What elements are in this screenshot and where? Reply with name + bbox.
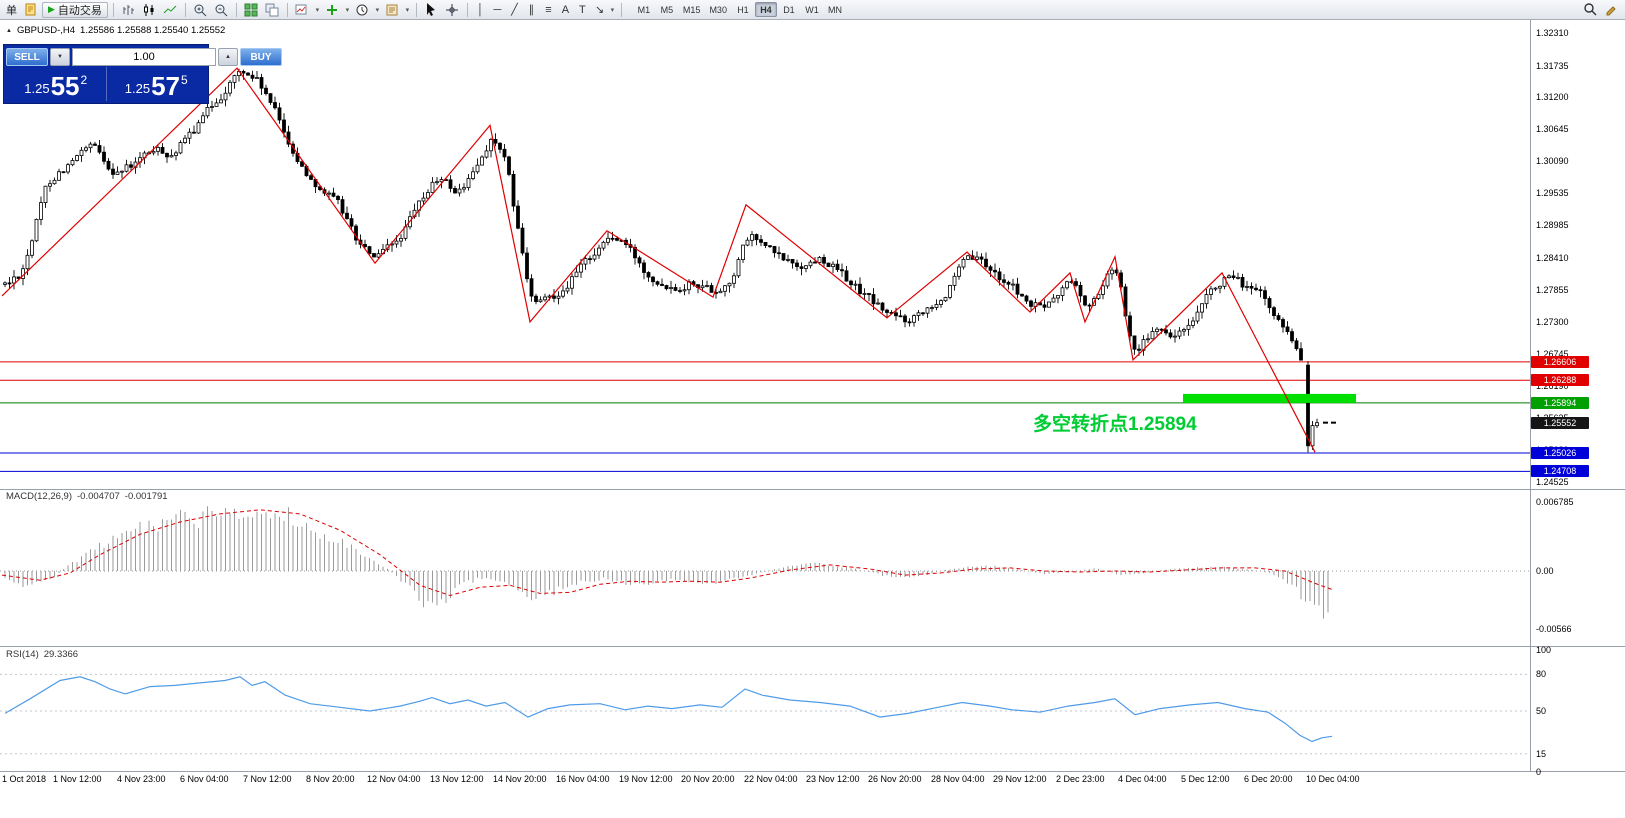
buy-price[interactable]: 1.25 57 5 — [105, 67, 207, 101]
lot-increase-button[interactable]: ▲ — [218, 48, 238, 66]
sell-price-sup: 2 — [80, 73, 88, 87]
horizontal-line-tool-icon[interactable]: ─ — [493, 3, 502, 16]
line-chart-icon[interactable] — [161, 1, 180, 18]
cursor-icon[interactable] — [422, 1, 441, 18]
pencil-icon[interactable] — [1602, 1, 1621, 18]
cascade-windows-icon[interactable] — [263, 1, 282, 18]
candlestick-chart-icon[interactable] — [140, 1, 159, 18]
play-icon: ▶ — [48, 4, 55, 14]
toolbar-separator — [112, 2, 114, 17]
chevron-down-icon[interactable]: ▾ — [315, 6, 320, 14]
timeframe-toolbar: M1 M5 M15 M30 H1 H4 D1 W1 MN — [633, 2, 846, 17]
rsi-value: 29.3366 — [43, 649, 79, 660]
toolbar-separator — [415, 2, 417, 17]
turning-point-annotation: 多空转折点1.25894 — [1033, 414, 1197, 435]
text-tool-icon[interactable]: A — [561, 3, 570, 16]
buy-button[interactable]: BUY — [240, 48, 282, 66]
arrows-tool-icon[interactable]: ↘ — [594, 4, 605, 16]
new-chart-icon[interactable] — [293, 1, 312, 18]
main-toolbar: 单 ▶ 自动交易 — [0, 0, 1625, 20]
macd-title: MACD(12,26,9) — [6, 491, 72, 502]
buy-price-prefix: 1.25 — [124, 81, 151, 96]
crosshair-icon[interactable] — [443, 1, 462, 18]
trendline-tool-icon[interactable]: ╱ — [511, 4, 518, 16]
macd-value-signal: -0.001791 — [124, 491, 168, 502]
periods-clock-icon[interactable] — [353, 1, 372, 18]
toolbar-separator — [184, 2, 186, 17]
channel-tool-icon[interactable]: ∥ — [528, 4, 535, 16]
toolbar-separator — [620, 2, 622, 17]
one-click-trading-panel: SELL ▼ ▲ BUY 1.25 55 2 1.25 57 5 — [3, 44, 282, 104]
timeframe-m30-button[interactable]: M30 — [709, 4, 727, 15]
timeframe-w1-button[interactable]: W1 — [805, 4, 819, 15]
rsi-title: RSI(14) — [6, 649, 39, 660]
toolbar-separator — [286, 2, 288, 17]
timeframe-h4-button[interactable]: H4 — [754, 2, 777, 17]
trade-panel-controls: SELL ▼ ▲ BUY — [6, 47, 282, 67]
autotrading-button[interactable]: ▶ 自动交易 — [42, 1, 108, 18]
chevron-down-icon[interactable]: ▾ — [375, 6, 380, 14]
chart-symbol-header: ▲ GBPUSD-,H4 1.25586 1.25588 1.25540 1.2… — [6, 25, 225, 36]
timeframe-m1-button[interactable]: M1 — [637, 4, 651, 15]
chevron-down-icon[interactable]: ▾ — [345, 6, 350, 14]
toolbar-separator — [466, 2, 468, 17]
timeframe-h1-button[interactable]: H1 — [737, 4, 749, 15]
timeframe-m5-button[interactable]: M5 — [660, 4, 674, 15]
timeframe-m15-button[interactable]: M15 — [682, 4, 701, 15]
buy-price-sup: 5 — [181, 73, 188, 87]
trade-panel-prices: 1.25 55 2 1.25 57 5 — [6, 67, 206, 101]
timeframe-d1-button[interactable]: D1 — [783, 4, 795, 15]
bar-chart-icon[interactable] — [119, 1, 138, 18]
macd-indicator-label: MACD(12,26,9) -0.004707 -0.001791 — [6, 491, 168, 502]
rsi-indicator-label: RSI(14) 29.3366 — [6, 649, 78, 660]
order-menu-label[interactable]: 单 — [6, 4, 17, 17]
indicators-icon[interactable] — [323, 1, 342, 18]
new-order-icon[interactable] — [21, 1, 40, 18]
buy-price-big: 57 — [151, 71, 181, 101]
sell-button[interactable]: SELL — [6, 48, 48, 66]
zoom-in-icon[interactable] — [191, 1, 210, 18]
tile-windows-icon[interactable] — [242, 1, 261, 18]
collapse-triangle-icon[interactable]: ▲ — [6, 27, 12, 34]
macd-value-main: -0.004707 — [77, 491, 120, 502]
zoom-out-icon[interactable] — [212, 1, 231, 18]
vertical-line-tool-icon[interactable]: │ — [476, 3, 484, 16]
sell-price-big: 55 — [50, 71, 80, 101]
chevron-down-icon[interactable]: ▾ — [610, 6, 615, 14]
fibonacci-tool-icon[interactable]: ≡ — [545, 3, 552, 16]
toolbar-separator — [235, 2, 237, 17]
sell-price[interactable]: 1.25 55 2 — [6, 67, 106, 101]
label-tool-icon[interactable]: T — [579, 3, 586, 16]
symbol-label: GBPUSD-,H4 — [16, 25, 76, 36]
search-icon[interactable] — [1581, 1, 1600, 18]
templates-icon[interactable] — [383, 1, 402, 18]
lot-decrease-button[interactable]: ▼ — [50, 48, 70, 66]
ohlc-values: 1.25586 1.25588 1.25540 1.25552 — [80, 25, 226, 36]
lot-size-input[interactable] — [72, 48, 216, 66]
sell-price-prefix: 1.25 — [24, 81, 50, 96]
autotrading-label: 自动交易 — [57, 4, 102, 17]
timeframe-mn-button[interactable]: MN — [827, 4, 842, 15]
chevron-down-icon[interactable]: ▾ — [405, 6, 410, 14]
